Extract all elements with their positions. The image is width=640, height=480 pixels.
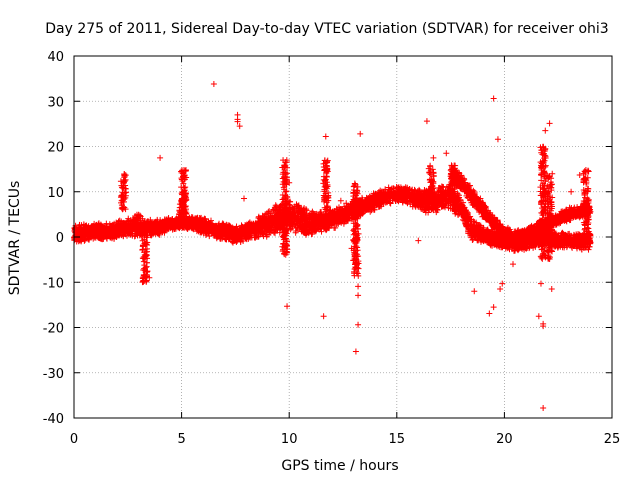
data-points <box>71 81 594 412</box>
chart-title: Day 275 of 2011, Sidereal Day-to-day VTE… <box>45 21 608 37</box>
